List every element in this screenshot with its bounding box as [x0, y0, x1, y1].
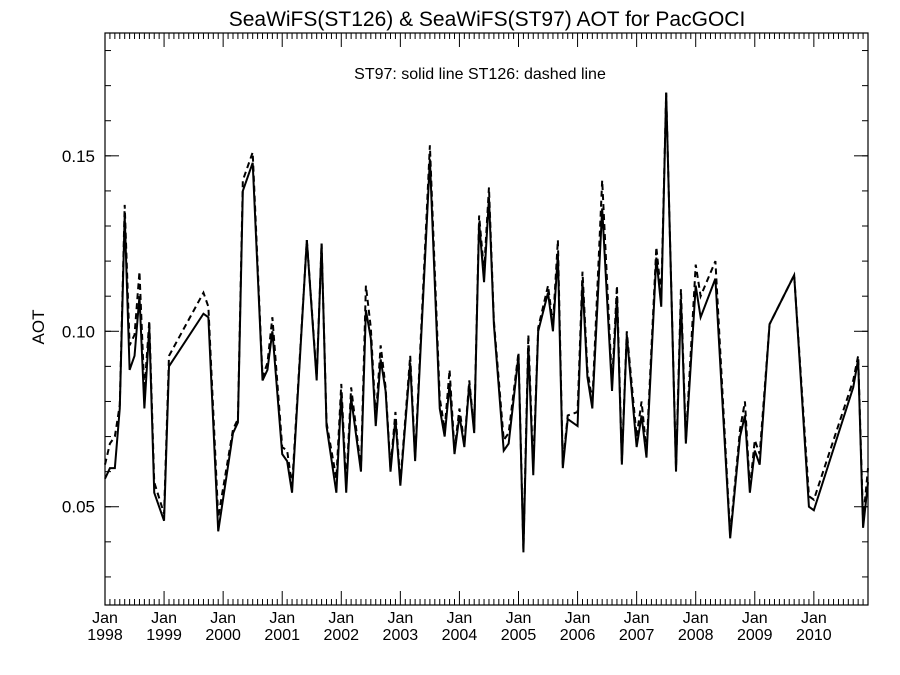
x-axis: Jan1998Jan1999Jan2000Jan2001Jan2002Jan20… — [87, 33, 869, 644]
y-tick-label: 0.15 — [62, 147, 95, 166]
series-line-st97 — [104, 92, 869, 553]
plot-border — [104, 32, 869, 606]
x-tick-month-label: Jan — [269, 610, 295, 627]
y-axis: 0.05 0.10 0.15 — [62, 50, 868, 578]
x-tick-month-label: Jan — [92, 610, 118, 627]
series-line-st126 — [104, 92, 869, 549]
x-tick-month-label: Jan — [565, 610, 591, 627]
x-tick-month-label: Jan — [447, 610, 473, 627]
x-tick-month-label: Jan — [387, 610, 413, 627]
x-tick-year-label: 2000 — [205, 627, 241, 644]
series-style-annotation: ST97: solid line ST126: dashed line — [354, 66, 606, 83]
x-tick-month-label: Jan — [328, 610, 354, 627]
series-layer — [104, 92, 869, 553]
chart-title: SeaWiFS(ST126) & SeaWiFS(ST97) AOT for P… — [229, 8, 746, 31]
x-tick-year-label: 1999 — [146, 627, 182, 644]
x-tick-year-label: 2006 — [560, 627, 596, 644]
x-tick-month-label: Jan — [151, 610, 177, 627]
x-tick-month-label: Jan — [210, 610, 236, 627]
x-tick-year-label: 2009 — [737, 627, 773, 644]
x-tick-month-label: Jan — [506, 610, 532, 627]
y-tick-label: 0.05 — [62, 498, 95, 517]
x-tick-year-label: 2005 — [501, 627, 537, 644]
x-tick-year-label: 2003 — [383, 627, 419, 644]
x-tick-year-label: 2004 — [442, 627, 478, 644]
y-axis-label: AOT — [29, 310, 48, 345]
x-tick-year-label: 2002 — [323, 627, 359, 644]
x-tick-month-label: Jan — [742, 610, 768, 627]
x-tick-year-label: 2001 — [264, 627, 300, 644]
x-tick-month-label: Jan — [801, 610, 827, 627]
x-tick-month-label: Jan — [683, 610, 709, 627]
x-tick-year-label: 1998 — [87, 627, 123, 644]
x-tick-month-label: Jan — [624, 610, 650, 627]
x-tick-year-label: 2010 — [796, 627, 832, 644]
plot-frame — [104, 32, 869, 606]
x-tick-year-label: 2008 — [678, 627, 714, 644]
x-tick-year-label: 2007 — [619, 627, 655, 644]
y-tick-label: 0.10 — [62, 322, 95, 341]
